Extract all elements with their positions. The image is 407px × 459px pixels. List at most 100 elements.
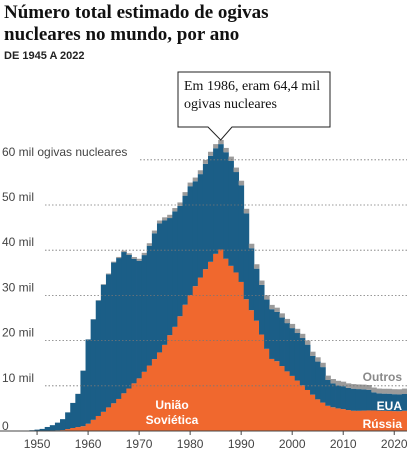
series-label: União Soviética — [145, 398, 199, 427]
x-tick-label: 2010 — [330, 437, 357, 451]
area-step — [320, 402, 326, 431]
area-step — [391, 411, 398, 431]
area-step — [151, 233, 158, 360]
area-step — [141, 252, 148, 256]
area-step — [192, 286, 199, 431]
area-step — [105, 407, 112, 431]
area-step — [248, 248, 255, 311]
area-step — [182, 304, 188, 431]
area-step — [85, 339, 92, 424]
area-step — [162, 220, 168, 345]
area-step — [294, 380, 301, 431]
area-step — [54, 422, 61, 431]
area-step — [259, 280, 265, 285]
area-step — [177, 202, 183, 206]
area-step — [376, 410, 382, 431]
area-step — [355, 410, 362, 431]
area-step — [187, 186, 194, 296]
area-step — [355, 389, 362, 411]
area-step — [274, 307, 280, 312]
area-step — [136, 258, 143, 261]
area-step — [381, 410, 387, 431]
area-step — [151, 230, 158, 234]
area-step — [141, 255, 148, 372]
area-step — [233, 167, 240, 173]
area-step — [116, 256, 122, 259]
area-step — [396, 389, 403, 395]
area-step — [111, 261, 117, 263]
y-tick-label: 30 mil — [2, 280, 34, 294]
area-step — [264, 348, 270, 431]
area-step — [284, 323, 291, 372]
area-step — [228, 160, 234, 266]
area-step — [376, 393, 382, 411]
area-step — [253, 264, 260, 269]
area-step — [192, 177, 199, 182]
area-step — [289, 328, 296, 376]
area-step — [70, 402, 76, 429]
area-step — [310, 394, 316, 431]
area-step — [345, 410, 352, 431]
area-step — [156, 223, 163, 353]
y-tick-label: 60 mil ogivas nucleares — [2, 145, 127, 159]
area-step — [187, 295, 194, 431]
area-step — [223, 147, 229, 153]
area-step — [264, 299, 270, 349]
area-step — [325, 375, 331, 380]
area-step — [233, 272, 240, 431]
area-step — [345, 383, 352, 388]
area-step — [39, 428, 46, 431]
area-step — [371, 387, 377, 393]
y-tick-label: 0 — [2, 419, 9, 433]
area-step — [116, 258, 122, 399]
area-step — [172, 208, 178, 212]
area-step — [238, 281, 245, 431]
area-step — [100, 284, 107, 285]
area-step — [259, 284, 265, 335]
area-step — [335, 408, 342, 431]
area-step — [366, 410, 372, 431]
area-step — [289, 375, 296, 431]
area-step — [355, 384, 362, 390]
area-step — [304, 389, 311, 431]
area-step — [126, 388, 132, 431]
area-step — [386, 393, 393, 411]
area-step — [243, 213, 250, 300]
area-step — [391, 389, 398, 395]
area-step — [75, 393, 81, 428]
area-step — [202, 159, 209, 164]
area-step — [345, 387, 352, 411]
area-step — [401, 410, 407, 431]
area-step — [126, 254, 132, 389]
area-step — [136, 378, 143, 431]
y-tick-label: 10 mil — [2, 371, 34, 385]
area-step — [111, 403, 117, 431]
area-step — [310, 351, 316, 356]
area-step — [75, 427, 81, 431]
area-step — [243, 208, 250, 214]
area-step — [111, 262, 117, 404]
area-step — [156, 352, 163, 431]
area-step — [146, 243, 153, 246]
area-step — [238, 180, 245, 186]
area-step — [90, 319, 97, 420]
area-step — [202, 163, 209, 270]
area-step — [116, 398, 122, 431]
area-step — [146, 365, 153, 431]
area-step — [310, 355, 316, 395]
area-step — [294, 328, 301, 334]
area-step — [340, 386, 347, 410]
area-step — [228, 156, 234, 161]
area-step — [208, 151, 214, 156]
area-step — [315, 399, 321, 431]
area-step — [350, 388, 357, 411]
area-step — [366, 385, 372, 390]
area-step — [284, 318, 291, 324]
area-step — [60, 419, 66, 431]
area-step — [167, 335, 173, 431]
area-step — [121, 250, 127, 253]
area-step — [121, 393, 127, 431]
area-step — [361, 389, 367, 411]
area-step — [100, 284, 107, 412]
